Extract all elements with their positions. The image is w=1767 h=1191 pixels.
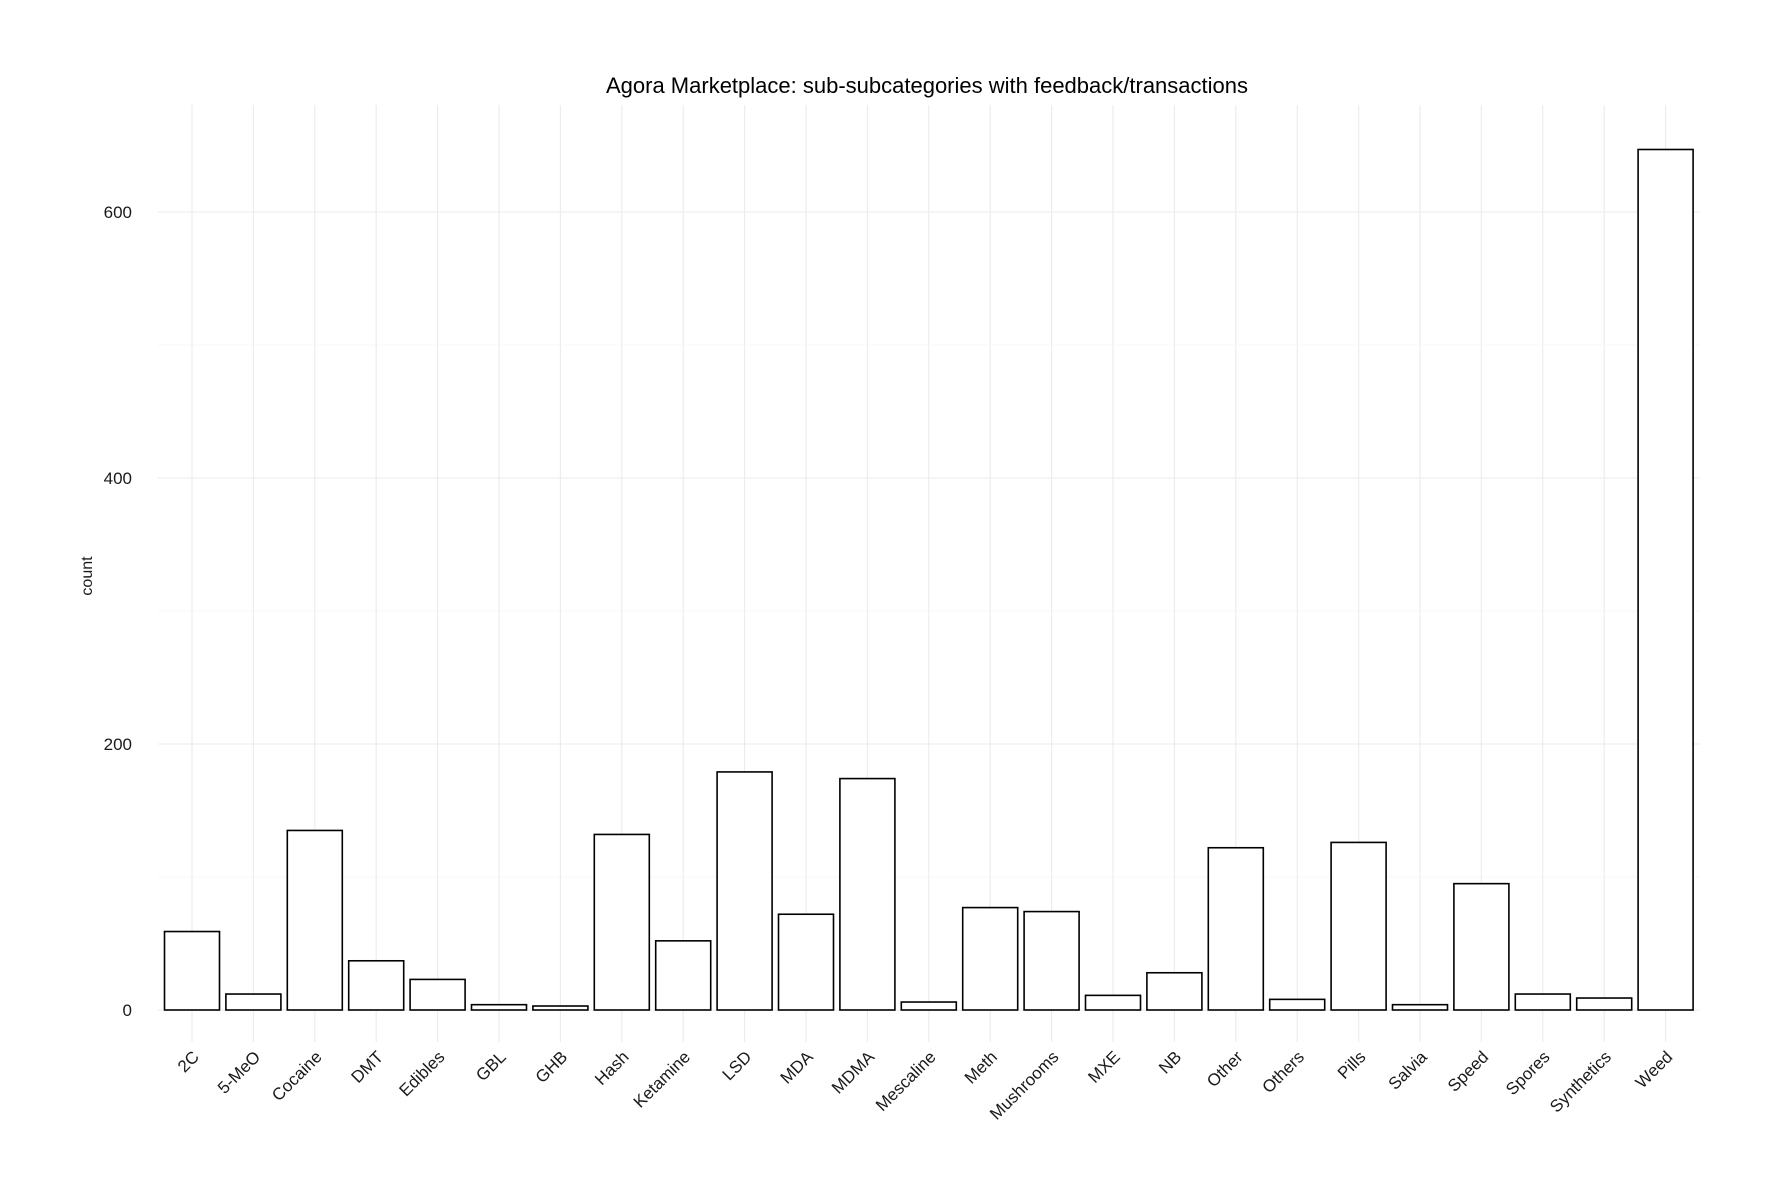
bar-meth: [961, 906, 1019, 1011]
x-tick-label: Mescaline: [872, 1047, 940, 1115]
x-tick-label: Others: [1259, 1047, 1309, 1097]
y-tick-label: 200: [104, 735, 132, 754]
chart-title: Agora Marketplace: sub-subcategories wit…: [606, 73, 1248, 98]
bars: [163, 148, 1694, 1011]
bar-gbl: [470, 1003, 528, 1011]
bar-edibles: [409, 978, 466, 1011]
x-tick-label: Weed: [1632, 1047, 1677, 1092]
bar-mdma: [839, 777, 896, 1011]
x-tick-label: Edibles: [396, 1047, 449, 1100]
bar-ghb: [532, 1005, 589, 1011]
y-axis-ticks: 0 200 400 600: [104, 203, 132, 1020]
x-tick-label: 2C: [174, 1047, 203, 1076]
bar-ketamine: [654, 940, 712, 1011]
bar-hash: [593, 833, 651, 1011]
x-axis-ticks: 2C 5-MeO Cocaine DMT Edibles GBL GHB HashKetami…: [174, 1047, 1676, 1124]
x-tick-label: 5-MeO: [214, 1047, 264, 1097]
bar-nb: [1146, 971, 1203, 1011]
y-axis-label: count: [79, 556, 96, 596]
x-tick-label: Salvia: [1385, 1047, 1432, 1094]
y-tick-label: 600: [104, 203, 132, 222]
x-tick-label: GHB: [532, 1047, 571, 1086]
x-tick-label: DMT: [348, 1047, 387, 1086]
x-tick-label: Hash: [591, 1047, 632, 1088]
y-tick-label: 0: [123, 1001, 132, 1020]
bar-2c: [163, 930, 221, 1011]
x-tick-label: Other: [1203, 1047, 1247, 1091]
x-tick-label: GBL: [472, 1047, 509, 1084]
x-tick-label: NB: [1155, 1047, 1185, 1077]
bar-5-meo: [225, 993, 282, 1011]
bar-dmt: [347, 959, 405, 1011]
bar-pills: [1330, 841, 1387, 1011]
bar-spores: [1514, 993, 1572, 1011]
x-tick-label: Synthetics: [1546, 1047, 1615, 1116]
bar-cocaine: [286, 829, 344, 1011]
bar-other: [1207, 846, 1265, 1011]
x-tick-label: MDMA: [828, 1047, 879, 1098]
x-tick-label: Pills: [1334, 1047, 1369, 1082]
x-tick-label: Speed: [1444, 1047, 1492, 1095]
bar-mxe: [1084, 994, 1142, 1011]
x-tick-label: Meth: [961, 1047, 1001, 1087]
bar-mescaline: [900, 1001, 958, 1011]
bar-mda: [777, 913, 835, 1011]
y-tick-label: 400: [104, 469, 132, 488]
x-tick-label: MXE: [1084, 1047, 1123, 1086]
x-tick-label: Spores: [1502, 1047, 1554, 1099]
bar-salvia: [1391, 1003, 1449, 1011]
bar-weed: [1637, 148, 1694, 1011]
bar-mushrooms: [1023, 910, 1080, 1011]
x-tick-label: Ketamine: [630, 1047, 694, 1111]
x-tick-label: MDA: [777, 1047, 818, 1088]
bar-others: [1268, 998, 1326, 1011]
bar-speed: [1453, 882, 1510, 1011]
x-tick-label: Cocaine: [268, 1047, 326, 1105]
x-tick-label: LSD: [719, 1047, 756, 1084]
bar-lsd: [716, 771, 773, 1011]
bar-synthetics: [1575, 997, 1633, 1011]
